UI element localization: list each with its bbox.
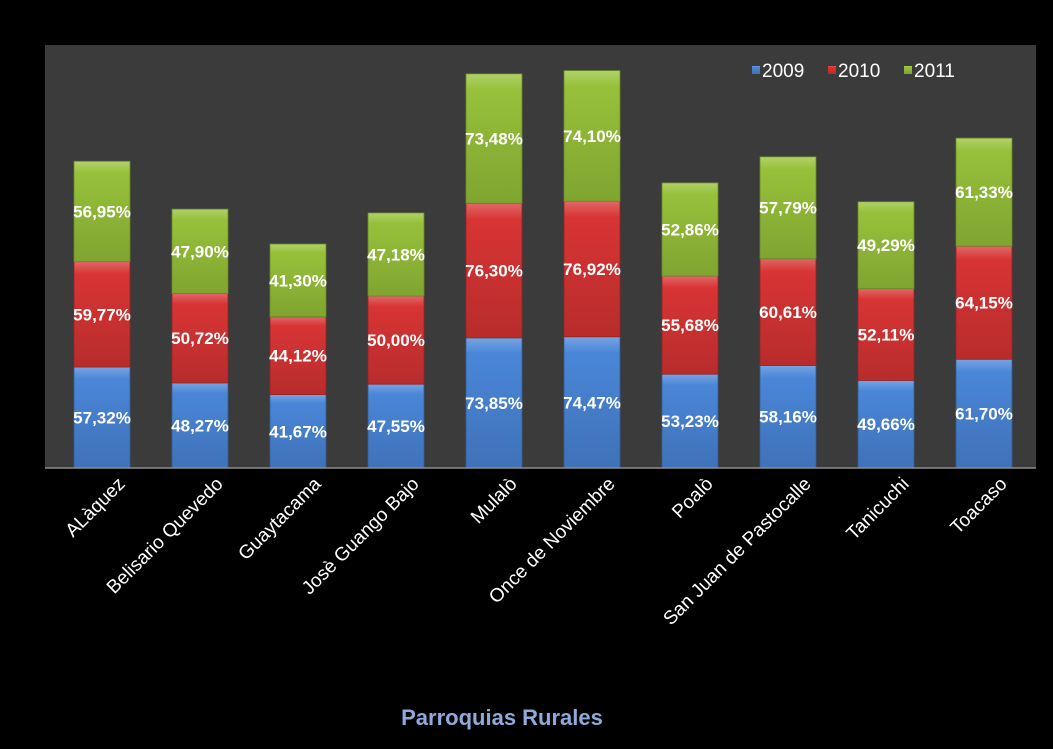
bar-2010-1 bbox=[171, 293, 229, 384]
bar-2010-4 bbox=[465, 202, 523, 339]
bar-2009-7 bbox=[759, 365, 817, 469]
data-label-2009-2: 41,67% bbox=[269, 422, 327, 441]
data-label-2010-0: 59,77% bbox=[73, 305, 131, 324]
data-label-2009-4: 73,85% bbox=[465, 394, 523, 413]
data-label-2009-0: 57,32% bbox=[73, 408, 131, 427]
bar-2009-4 bbox=[465, 337, 523, 469]
data-label-2010-2: 44,12% bbox=[269, 347, 327, 366]
bar-2010-5 bbox=[563, 200, 621, 338]
bar-2011-3 bbox=[367, 212, 425, 297]
data-label-2011-3: 47,18% bbox=[367, 245, 425, 264]
bar-2009-8 bbox=[857, 380, 915, 469]
bar-2011-2 bbox=[269, 243, 327, 318]
bar-2010-0 bbox=[73, 261, 131, 368]
bar-2011-6 bbox=[661, 182, 719, 277]
data-label-2011-2: 41,30% bbox=[269, 271, 327, 290]
bar-2011-7 bbox=[759, 156, 817, 260]
legend: 2009 2010 2011 bbox=[752, 61, 955, 82]
bars-layer bbox=[73, 70, 1013, 469]
data-label-2010-7: 60,61% bbox=[759, 303, 817, 322]
data-label-2009-7: 58,16% bbox=[759, 408, 817, 427]
data-label-2009-5: 74,47% bbox=[563, 393, 621, 412]
data-label-2010-3: 50,00% bbox=[367, 331, 425, 350]
data-label-2011-1: 47,90% bbox=[171, 242, 229, 261]
bar-2010-7 bbox=[759, 258, 817, 366]
bar-2010-9 bbox=[955, 245, 1013, 360]
data-label-2010-5: 76,92% bbox=[563, 260, 621, 279]
data-label-2011-8: 49,29% bbox=[857, 236, 915, 255]
data-label-2011-4: 73,48% bbox=[465, 130, 523, 149]
x-axis-title: Parroquias Rurales bbox=[401, 705, 603, 730]
bar-2011-8 bbox=[857, 201, 915, 290]
bar-2009-6 bbox=[661, 373, 719, 469]
data-label-2010-6: 55,68% bbox=[661, 316, 719, 335]
data-label-2009-6: 53,23% bbox=[661, 412, 719, 431]
data-label-2010-8: 52,11% bbox=[858, 326, 915, 345]
data-label-2010-4: 76,30% bbox=[465, 262, 523, 281]
data-label-2011-9: 61,33% bbox=[955, 183, 1013, 202]
bar-2009-3 bbox=[367, 383, 425, 469]
bar-2010-8 bbox=[857, 288, 915, 381]
data-label-2009-3: 47,55% bbox=[367, 417, 425, 436]
legend-swatch-2011 bbox=[904, 66, 912, 74]
data-label-2011-7: 57,79% bbox=[759, 199, 817, 218]
data-label-2009-9: 61,70% bbox=[955, 405, 1013, 424]
bar-2011-0 bbox=[73, 160, 131, 263]
data-label-2011-5: 74,10% bbox=[563, 127, 621, 146]
data-labels-layer: 57,32% 59,77% 56,95% 48,27% 50,72% 47,90% 41,6… bbox=[73, 127, 1013, 441]
data-label-2011-6: 52,86% bbox=[661, 220, 719, 239]
bar-2011-5 bbox=[563, 70, 621, 202]
legend-swatch-2009 bbox=[752, 66, 760, 74]
bar-2011-1 bbox=[171, 208, 229, 294]
legend-label-2011: 2011 bbox=[914, 61, 955, 82]
bar-2009-2 bbox=[269, 394, 327, 469]
bar-2010-2 bbox=[269, 316, 327, 395]
data-label-2011-0: 56,95% bbox=[73, 202, 131, 221]
data-label-2010-1: 50,72% bbox=[171, 329, 229, 348]
bar-2010-3 bbox=[367, 295, 425, 385]
data-label-2010-9: 64,15% bbox=[955, 294, 1013, 313]
bar-2011-4 bbox=[465, 73, 523, 204]
bar-2009-5 bbox=[563, 336, 621, 469]
data-label-2009-1: 48,27% bbox=[171, 416, 229, 435]
legend-label-2010: 2010 bbox=[838, 61, 880, 82]
legend-swatch-2010 bbox=[828, 66, 836, 74]
legend-label-2009: 2009 bbox=[762, 61, 804, 82]
bar-2010-6 bbox=[661, 275, 719, 375]
bar-2009-9 bbox=[955, 358, 1013, 469]
bar-2011-9 bbox=[955, 137, 1013, 247]
data-label-2009-8: 49,66% bbox=[857, 415, 915, 434]
